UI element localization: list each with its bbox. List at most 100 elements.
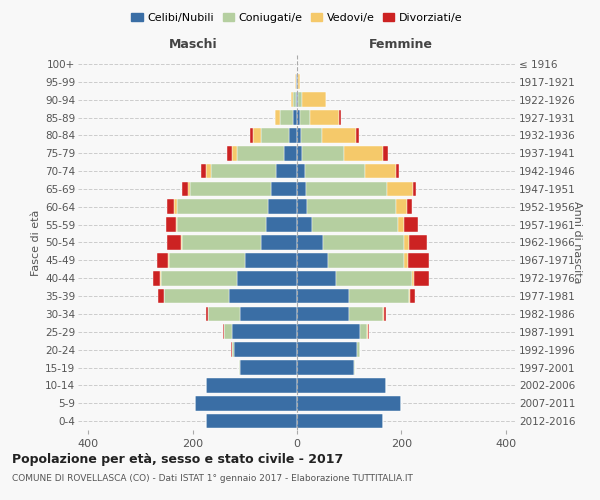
Bar xyxy=(167,200,175,214)
Bar xyxy=(200,164,206,178)
Bar xyxy=(414,271,430,285)
Bar xyxy=(275,110,280,125)
Text: Popolazione per età, sesso e stato civile - 2017: Popolazione per età, sesso e stato civil… xyxy=(12,452,343,466)
Bar xyxy=(158,289,164,304)
Bar xyxy=(336,271,412,285)
Bar xyxy=(297,200,307,214)
Bar xyxy=(297,271,336,285)
Bar xyxy=(344,146,383,160)
Bar xyxy=(409,235,427,250)
Bar xyxy=(396,164,398,178)
Bar xyxy=(175,200,177,214)
Bar xyxy=(302,92,326,107)
Bar xyxy=(383,146,388,160)
Bar xyxy=(239,306,297,322)
Bar xyxy=(298,92,302,107)
Bar xyxy=(196,396,297,410)
Bar xyxy=(297,378,386,392)
Bar xyxy=(250,128,253,142)
Bar xyxy=(365,164,396,178)
Text: Maschi: Maschi xyxy=(169,38,217,52)
Bar xyxy=(187,182,190,196)
Bar xyxy=(297,110,299,125)
Bar xyxy=(229,289,297,304)
Bar xyxy=(297,324,359,339)
Text: COMUNE DI ROVELLASCA (CO) - Dati ISTAT 1° gennaio 2017 - Elaborazione TUTTITALIA: COMUNE DI ROVELLASCA (CO) - Dati ISTAT 1… xyxy=(12,474,413,483)
Bar xyxy=(413,182,416,196)
Bar xyxy=(206,306,208,322)
Y-axis label: Fasce di età: Fasce di età xyxy=(31,210,41,276)
Bar xyxy=(297,92,298,107)
Bar xyxy=(383,306,386,322)
Bar xyxy=(164,289,229,304)
Bar xyxy=(289,128,297,142)
Bar xyxy=(297,360,355,375)
Bar xyxy=(357,342,359,357)
Bar xyxy=(396,200,407,214)
Bar xyxy=(166,218,176,232)
Bar xyxy=(157,253,168,268)
Bar xyxy=(356,128,359,142)
Bar xyxy=(368,324,370,339)
Bar xyxy=(387,182,413,196)
Bar xyxy=(301,128,322,142)
Bar xyxy=(299,110,310,125)
Bar xyxy=(404,218,418,232)
Bar xyxy=(227,146,232,160)
Bar xyxy=(310,110,339,125)
Bar xyxy=(160,271,161,285)
Bar xyxy=(280,110,293,125)
Bar xyxy=(298,74,299,89)
Bar xyxy=(409,289,410,304)
Bar xyxy=(177,200,268,214)
Bar xyxy=(293,110,297,125)
Bar xyxy=(268,200,297,214)
Bar xyxy=(349,306,383,322)
Bar xyxy=(182,182,187,196)
Bar xyxy=(297,289,349,304)
Bar xyxy=(307,182,387,196)
Bar xyxy=(297,396,401,410)
Bar xyxy=(296,92,297,107)
Bar xyxy=(182,235,260,250)
Bar xyxy=(276,164,297,178)
Bar xyxy=(232,342,235,357)
Bar xyxy=(404,253,408,268)
Bar xyxy=(302,146,344,160)
Bar xyxy=(297,146,302,160)
Bar xyxy=(284,146,297,160)
Y-axis label: Anni di nascita: Anni di nascita xyxy=(572,201,583,284)
Bar xyxy=(245,253,297,268)
Bar xyxy=(168,253,169,268)
Bar xyxy=(297,218,311,232)
Bar xyxy=(311,218,398,232)
Bar xyxy=(153,271,160,285)
Bar xyxy=(412,271,414,285)
Bar xyxy=(211,164,276,178)
Bar xyxy=(305,164,365,178)
Bar xyxy=(235,342,297,357)
Bar xyxy=(232,324,297,339)
Bar xyxy=(297,128,301,142)
Bar xyxy=(232,146,237,160)
Bar xyxy=(271,182,297,196)
Bar xyxy=(177,218,266,232)
Bar xyxy=(206,414,297,428)
Bar xyxy=(322,128,356,142)
Bar xyxy=(297,414,383,428)
Bar xyxy=(237,146,284,160)
Bar xyxy=(297,253,328,268)
Bar xyxy=(224,324,232,339)
Bar xyxy=(323,235,404,250)
Bar xyxy=(307,200,396,214)
Legend: Celibi/Nubili, Coniugati/e, Vedovi/e, Divorziati/e: Celibi/Nubili, Coniugati/e, Vedovi/e, Di… xyxy=(127,8,467,27)
Bar xyxy=(291,92,293,107)
Bar xyxy=(223,324,224,339)
Bar xyxy=(404,235,409,250)
Bar xyxy=(169,253,245,268)
Bar xyxy=(176,218,177,232)
Bar xyxy=(206,164,211,178)
Bar xyxy=(190,182,271,196)
Bar xyxy=(297,182,307,196)
Bar xyxy=(410,289,415,304)
